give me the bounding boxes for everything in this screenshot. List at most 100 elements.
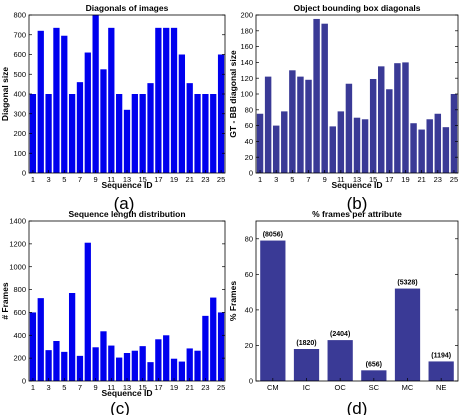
bar-17 [386, 89, 393, 173]
x-tick-label: 17 [154, 383, 162, 392]
bar-4 [53, 341, 60, 381]
y-tick-label: 800 [13, 285, 26, 294]
bar-1 [256, 113, 264, 173]
bar-9 [92, 15, 99, 173]
x-tick-label: 9 [323, 175, 327, 184]
y-tick-label: 200 [13, 354, 26, 363]
y-tick-label: 800 [13, 11, 26, 20]
x-tick-label: 1 [31, 383, 35, 392]
bar-7 [76, 355, 84, 381]
bar-4 [53, 27, 60, 174]
chart-title: Diagonals of images [86, 3, 169, 13]
bar-22 [426, 119, 433, 173]
bar-9 [92, 347, 99, 381]
x-tick-label: 23 [434, 175, 442, 184]
x-tick-label: 21 [186, 383, 194, 392]
x-tick-label: 7 [306, 175, 310, 184]
bar-20 [178, 361, 186, 381]
bar-MC [394, 288, 421, 381]
bar-25 [217, 54, 225, 173]
y-tick-label: 80 [245, 234, 253, 243]
x-tick-label: 15 [139, 175, 147, 184]
bar-1 [29, 312, 37, 381]
x-tick-label: 5 [290, 175, 294, 184]
x-tick-label: 7 [78, 383, 82, 392]
x-tick-label: 21 [417, 175, 425, 184]
y-tick-label: 60 [245, 270, 253, 279]
bar-23 [434, 113, 442, 173]
y-axis-label: # Frames [0, 282, 10, 320]
bar-10 [329, 126, 336, 173]
y-axis-label: GT - BB diagonal size [228, 50, 238, 138]
bar-17 [155, 27, 162, 174]
chart-title: Sequence length distribution [68, 209, 185, 219]
bar-18 [394, 63, 401, 173]
bar-15 [139, 346, 146, 381]
x-tick-label: 5 [62, 383, 66, 392]
data-label: (2404) [330, 331, 350, 338]
x-tick-label: 3 [47, 175, 51, 184]
y-axis-label: % Frames [228, 281, 238, 321]
bar-22 [194, 350, 201, 381]
y-tick-label: 400 [13, 90, 26, 99]
x-tick-label: 23 [201, 175, 209, 184]
x-tick-label: 3 [274, 175, 278, 184]
bar-15 [139, 94, 146, 173]
bar-11 [108, 27, 115, 174]
y-tick-label: 20 [245, 341, 253, 350]
bar-6 [68, 293, 76, 381]
x-tick-label: IC [303, 383, 311, 392]
x-tick-label: 9 [94, 175, 98, 184]
bar-9 [321, 23, 328, 173]
x-tick-label: 25 [450, 175, 458, 184]
x-tick-label: 3 [47, 383, 51, 392]
x-tick-label: 11 [337, 175, 345, 184]
bar-12 [345, 83, 353, 173]
bar-13 [123, 353, 131, 381]
x-tick-label: 5 [62, 175, 66, 184]
x-tick-label: 1 [258, 175, 262, 184]
x-tick-label: 23 [201, 383, 209, 392]
bar-24 [210, 94, 217, 173]
bar-23 [202, 315, 209, 381]
bar-11 [337, 111, 345, 173]
bar-21 [418, 129, 425, 173]
bar-12 [116, 357, 123, 381]
data-label: (1820) [296, 340, 316, 347]
bar-5 [61, 351, 68, 381]
y-tick-label: 0 [249, 169, 253, 178]
y-tick-label: 600 [13, 308, 26, 317]
y-tick-label: 180 [240, 26, 253, 35]
bar-CM [260, 240, 286, 381]
y-tick-label: 40 [245, 137, 253, 146]
chart-title: Object bounding box diagonals [293, 3, 420, 13]
bar-16 [147, 362, 154, 381]
x-tick-label: 13 [123, 383, 131, 392]
bar-NE [428, 361, 454, 381]
panel-label: (a) [114, 194, 135, 213]
bar-10 [100, 69, 107, 173]
y-tick-label: 80 [245, 105, 253, 114]
bar-8 [84, 52, 91, 173]
data-label: (5328) [397, 280, 417, 287]
bar-3 [272, 125, 280, 173]
x-tick-label: SC [369, 383, 380, 392]
bar-17 [155, 339, 162, 381]
chart-title: % frames per attribute [312, 209, 402, 219]
x-tick-label: 9 [94, 383, 98, 392]
y-tick-label: 500 [13, 70, 26, 79]
bar-5 [289, 70, 296, 173]
y-tick-label: 0 [249, 377, 253, 386]
y-tick-label: 300 [13, 109, 26, 118]
bar-16 [147, 83, 154, 173]
bar-13 [123, 109, 131, 173]
x-tick-label: 13 [123, 175, 131, 184]
bar-OC [327, 340, 353, 381]
panel-label: (d) [347, 399, 368, 415]
bar-19 [402, 62, 409, 173]
bar-5 [61, 35, 68, 173]
x-tick-label: 19 [170, 175, 178, 184]
x-tick-label: 15 [369, 175, 377, 184]
bar-21 [186, 83, 193, 173]
